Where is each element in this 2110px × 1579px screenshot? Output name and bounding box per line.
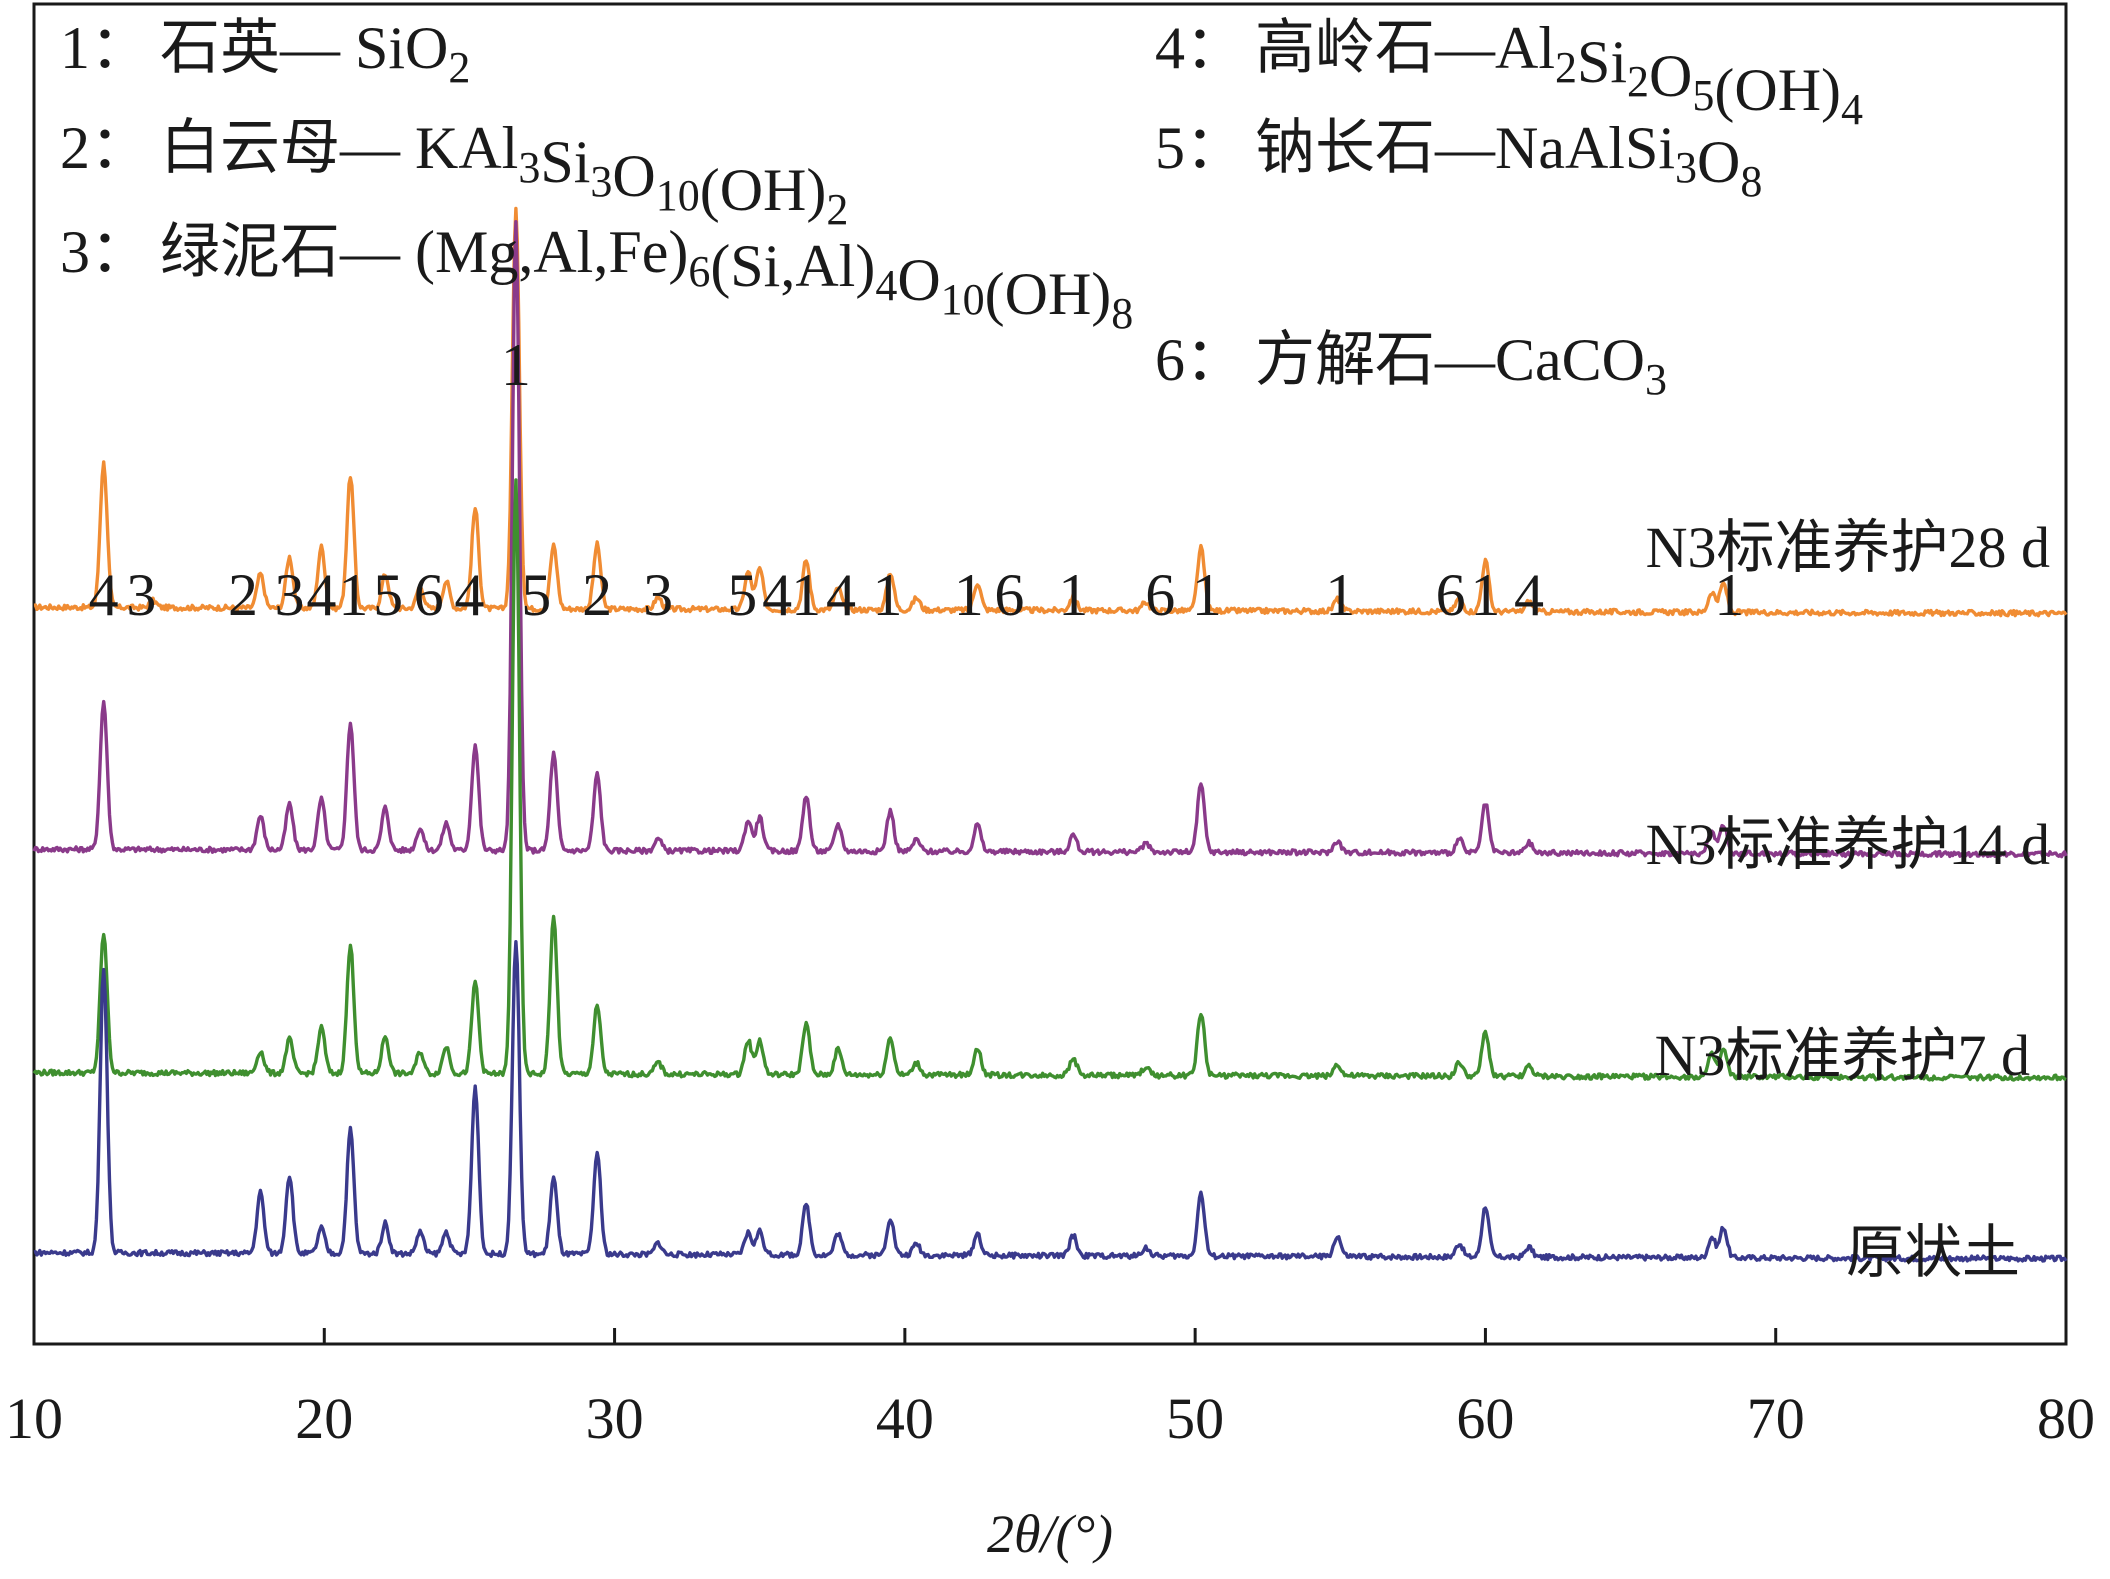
peak-label: 4	[89, 562, 119, 628]
peak-label: 2	[582, 562, 612, 628]
peak-labels: 4 3 2 3 4 1 5 6 4 5 2 3 5 4 1 4 1 1 6 1 6 1 1 6 1 4 11	[89, 332, 1745, 628]
legend: 1： 石英— SiO2 2： 白云母— KAl3Si3O10(OH)23： 绿泥石— (…	[60, 15, 1863, 404]
legend-entry: 1： 石英— SiO2	[60, 15, 470, 92]
peak-label: 3	[274, 562, 304, 628]
peak-label: 3	[126, 562, 156, 628]
peak-label: 1	[1714, 562, 1744, 628]
x-tick-label: 10	[5, 1386, 63, 1451]
series-line	[32, 478, 2067, 1082]
peak-label: 5	[373, 562, 403, 628]
series-names: N3标准养护28 d N3标准养护14 d N3标准养护7 d 原状土	[1646, 515, 2050, 1285]
peak-label: 1	[338, 562, 368, 628]
peak-label: 1	[954, 562, 984, 628]
x-tick-label: 20	[295, 1386, 353, 1451]
peak-label: 6	[994, 562, 1024, 628]
peak-label: 4	[1514, 562, 1544, 628]
plot-area: 4 3 2 3 4 1 5 6 4 5 2 3 5 4 1 4 1 1 6 1 6 1 1 6 1 4 11 N3标准养护28 dN…	[32, 2, 2068, 1346]
peak-label: 6	[1436, 562, 1466, 628]
peak-label: 1	[1470, 562, 1500, 628]
series-line	[32, 220, 2068, 859]
peak-label: 1	[791, 562, 821, 628]
x-tick-label: 60	[1456, 1386, 1514, 1451]
series-name-label: N3标准养护7 d	[1655, 1023, 2030, 1088]
peak-label: 1	[1325, 562, 1355, 628]
peak-label: 5	[521, 562, 551, 628]
x-tick-label: 40	[876, 1386, 934, 1451]
x-axis-label: 2θ/(°)	[987, 1504, 1113, 1564]
peak-label: 1	[501, 332, 531, 398]
peak-label: 1	[872, 562, 902, 628]
peak-label: 1	[1192, 562, 1222, 628]
x-tick-label: 70	[1747, 1386, 1805, 1451]
peak-label: 4	[826, 562, 856, 628]
peak-label: 6	[414, 562, 444, 628]
peak-label: 5	[727, 562, 757, 628]
legend-entry: 3： 绿泥石— (Mg,Al,Fe)6(Si,Al)4O10(OH)8	[60, 219, 1133, 338]
series-name-label: N3标准养护14 d	[1646, 812, 2050, 877]
peak-label: 4	[762, 562, 792, 628]
x-tick-label: 80	[2037, 1386, 2095, 1451]
legend-entry: 6： 方解石—CaCO3	[1155, 327, 1667, 404]
legend-entry: 2： 白云母— KAl3Si3O10(OH)2	[60, 115, 848, 234]
series-name-label: 原状土	[1846, 1220, 2020, 1285]
x-axis: 10 20 30 40 50 60 70 80	[5, 1328, 2095, 1451]
series-layer	[32, 206, 2068, 1263]
series-line	[33, 206, 2068, 618]
peak-label: 4	[306, 562, 336, 628]
series-line	[33, 940, 2068, 1263]
plot-frame	[32, 2, 2068, 1346]
peak-label: 2	[228, 562, 258, 628]
peak-label: 1	[1058, 562, 1088, 628]
legend-entry: 5： 钠长石—NaAlSi3O8	[1155, 115, 1762, 206]
peak-label: 6	[1145, 562, 1175, 628]
x-tick-label: 30	[586, 1386, 644, 1451]
peak-label: 3	[643, 562, 673, 628]
x-tick-label: 50	[1166, 1386, 1224, 1451]
series-name-label: N3标准养护28 d	[1646, 515, 2050, 580]
peak-label: 4	[454, 562, 484, 628]
legend-entry: 4： 高岭石—Al2Si2O5(OH)4	[1155, 15, 1863, 134]
